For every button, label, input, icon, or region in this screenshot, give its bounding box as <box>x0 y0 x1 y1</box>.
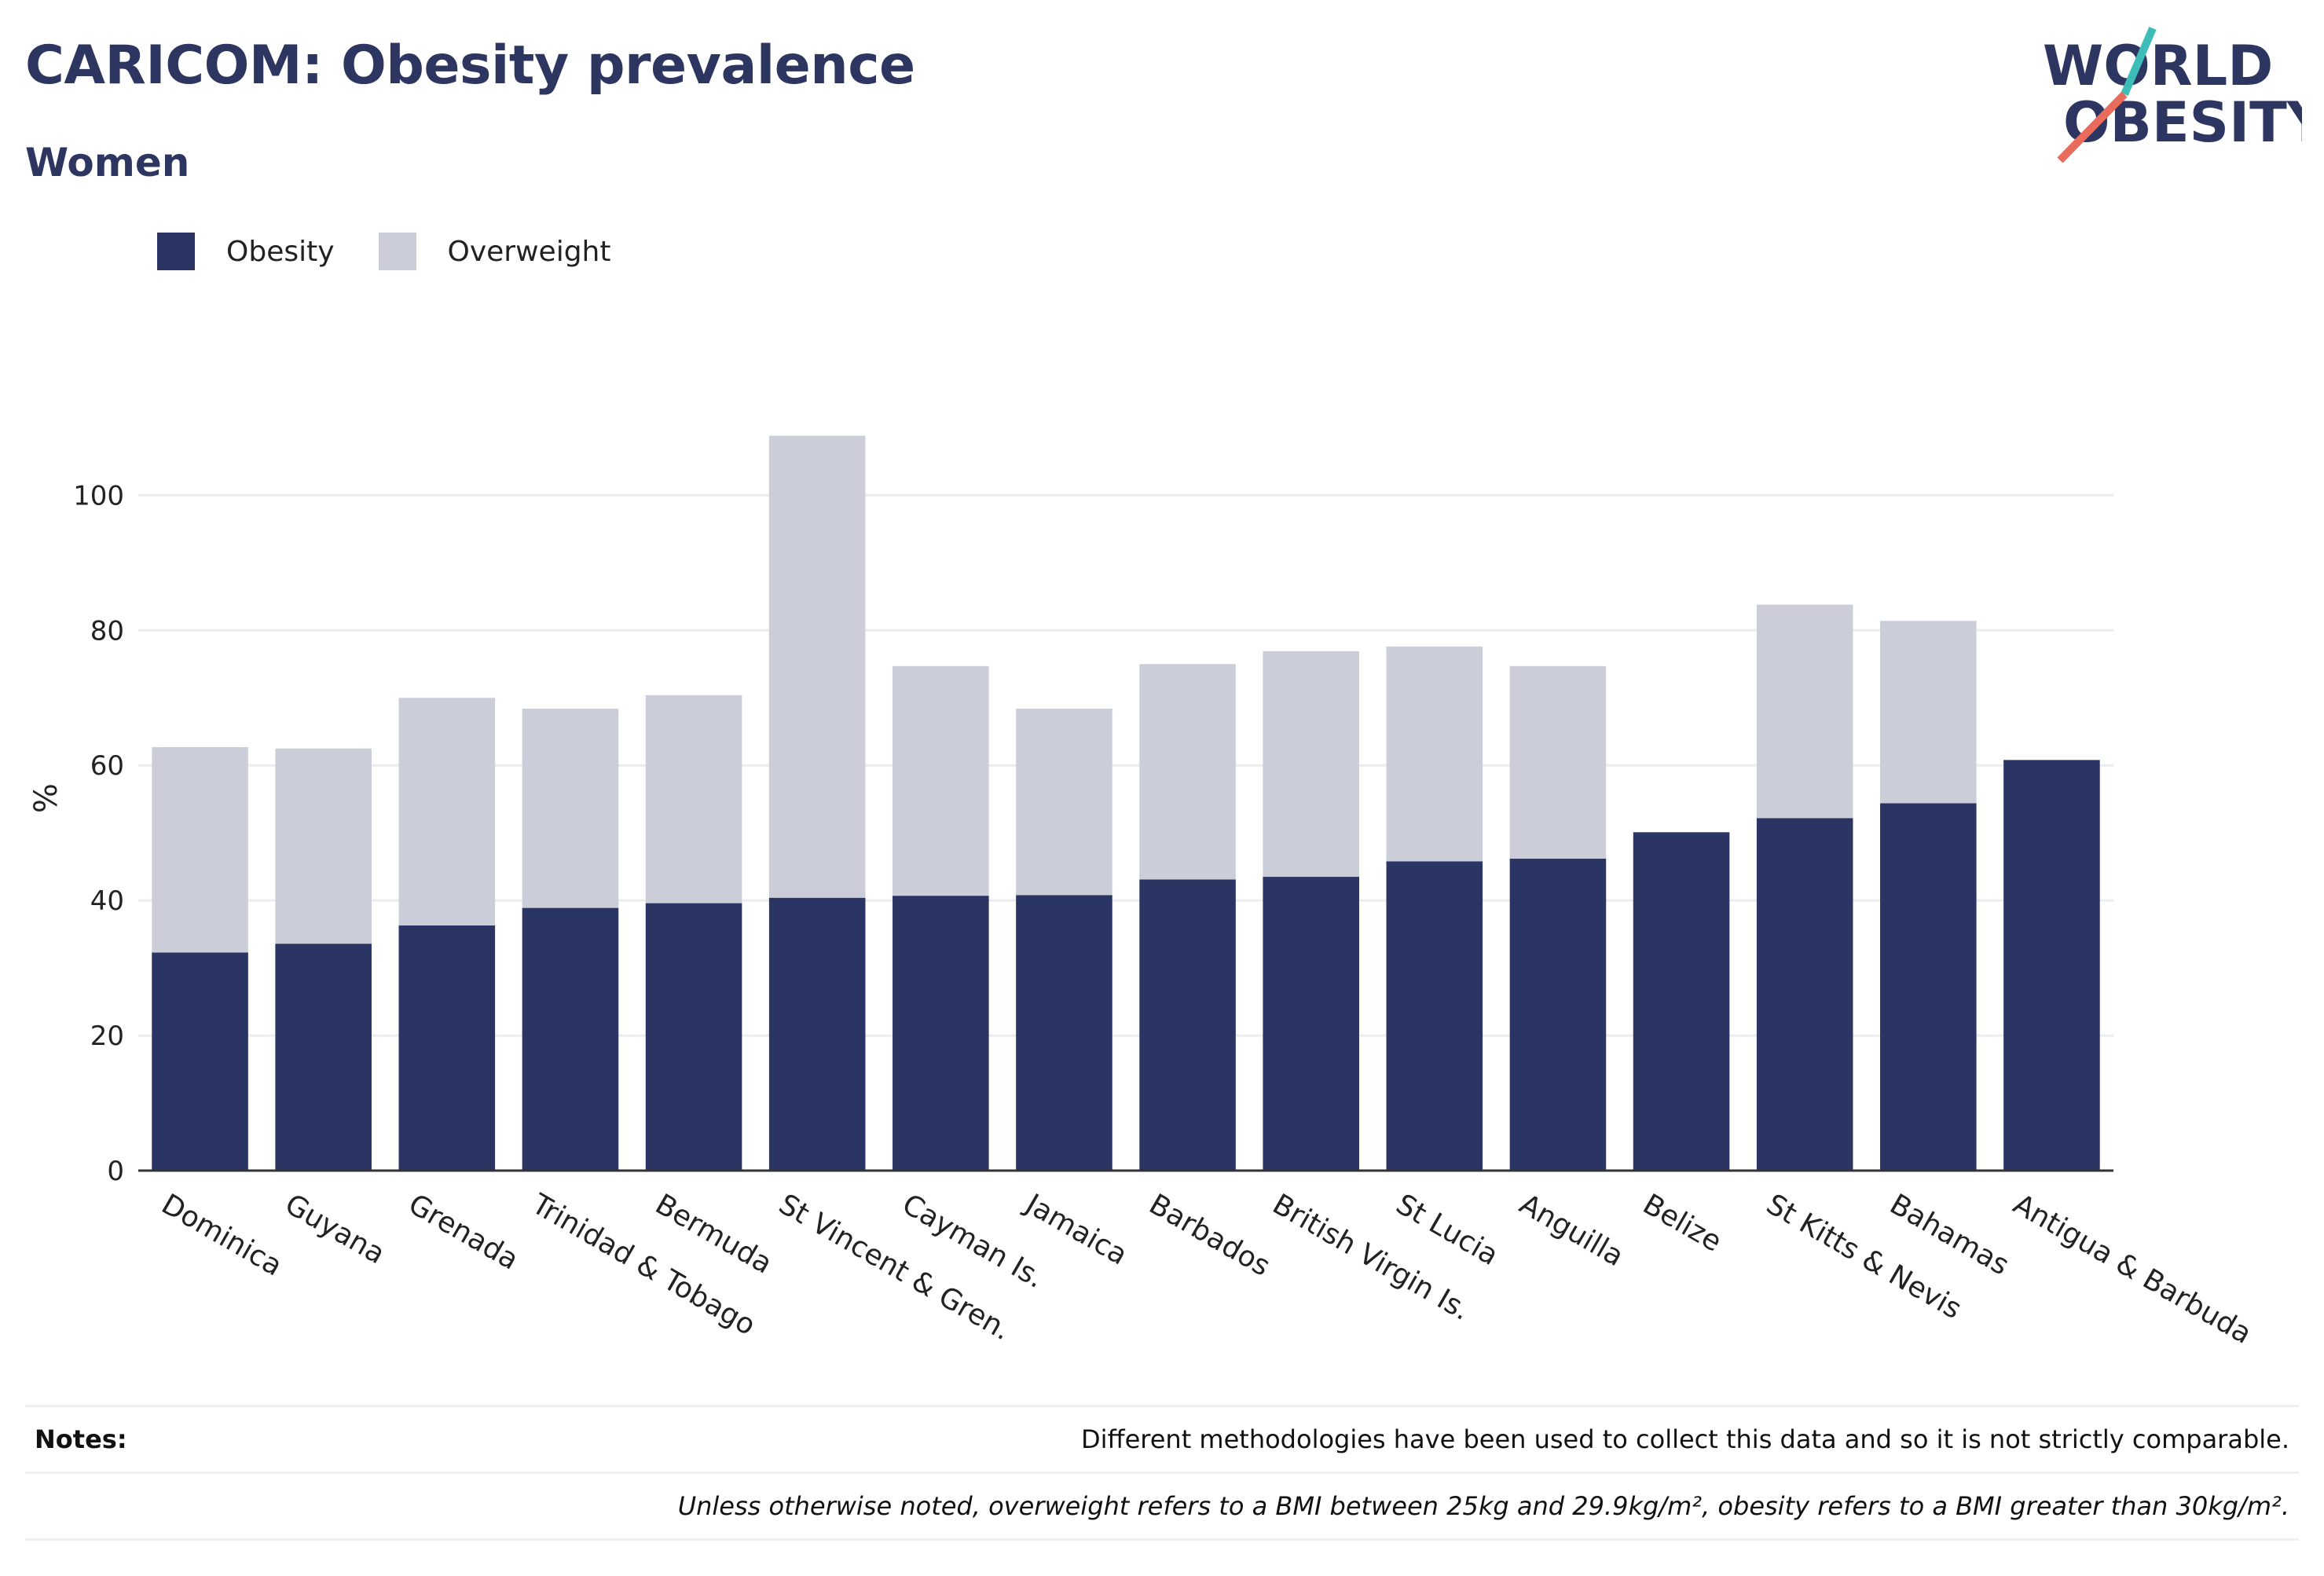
bar-overweight <box>522 709 619 908</box>
x-tick-label: Anguilla <box>1514 1188 1629 1273</box>
bar-obesity <box>1016 895 1113 1171</box>
notes-row-2: Unless otherwise noted, overweight refer… <box>25 1472 2299 1541</box>
logo-line1: WORLD <box>2043 34 2273 98</box>
bar-obesity <box>1633 832 1730 1171</box>
bar-overweight <box>152 747 248 953</box>
legend-label-obesity: Obesity <box>226 235 335 268</box>
bar-obesity <box>1509 858 1607 1171</box>
y-tick-label: 20 <box>90 1021 124 1052</box>
bar-overweight <box>1880 621 1977 804</box>
chart-subtitle: Women <box>25 140 190 185</box>
legend-item-obesity[interactable]: Obesity <box>157 233 335 270</box>
bar-overweight <box>645 695 742 903</box>
bar-overweight <box>1509 665 1607 859</box>
x-tick-label: Trinidad & Tobago <box>526 1188 761 1342</box>
legend: Obesity Overweight <box>157 233 654 270</box>
world-obesity-logo: WORLD OBESITY <box>2043 27 2302 163</box>
x-tick-label: Grenada <box>403 1188 524 1276</box>
y-tick-label: 0 <box>107 1156 124 1187</box>
logo-slash-coral <box>2057 91 2128 163</box>
bar-overweight <box>768 435 866 898</box>
x-tick-label: Guyana <box>280 1188 390 1270</box>
bar-obesity <box>2003 760 2100 1171</box>
note-methodology: Different methodologies have been used t… <box>1081 1424 2289 1454</box>
y-tick-label: 40 <box>90 885 124 917</box>
bar-overweight <box>1263 651 1359 878</box>
bar-obesity <box>275 944 372 1171</box>
y-tick-label: 100 <box>73 480 124 511</box>
notes-label: Notes: <box>35 1424 127 1454</box>
chart-title: CARICOM: Obesity prevalence <box>25 35 915 97</box>
y-tick-label: 80 <box>90 615 124 647</box>
bar-overweight <box>398 698 496 925</box>
y-axis-title: % <box>28 783 64 813</box>
x-tick-label: St Vincent & Gren. <box>773 1188 1016 1347</box>
bar-overweight <box>1386 646 1483 862</box>
notes-section: Notes: Different methodologies have been… <box>25 1405 2299 1541</box>
legend-swatch-obesity <box>157 233 195 270</box>
bar-overweight <box>1756 604 1853 819</box>
bar-obesity <box>645 903 742 1171</box>
x-tick-label: Dominica <box>156 1188 288 1282</box>
bar-obesity <box>398 925 496 1171</box>
bar-obesity <box>1263 877 1359 1171</box>
bar-obesity <box>1386 861 1483 1171</box>
bar-obesity <box>152 952 248 1171</box>
x-tick-label: Belize <box>1637 1188 1727 1258</box>
logo-line2: OBESITY <box>2063 90 2302 155</box>
bar-overweight <box>1016 709 1113 896</box>
bar-obesity <box>1880 803 1977 1171</box>
bar-overweight <box>275 748 372 944</box>
legend-label-overweight: Overweight <box>447 235 611 268</box>
legend-swatch-overweight <box>378 233 416 270</box>
x-tick-label: Antigua & Barbuda <box>2007 1188 2256 1351</box>
notes-row-1: Notes: Different methodologies have been… <box>25 1405 2299 1472</box>
bar-obesity <box>522 907 619 1171</box>
bar-obesity <box>768 897 866 1171</box>
legend-item-overweight[interactable]: Overweight <box>378 233 611 270</box>
bar-obesity <box>1756 818 1853 1171</box>
bar-overweight <box>1139 664 1236 880</box>
note-bmi-definition: Unless otherwise noted, overweight refer… <box>677 1491 2289 1521</box>
bar-obesity <box>893 896 989 1171</box>
bar-obesity <box>1139 879 1236 1171</box>
x-tick-label: Barbados <box>1144 1188 1276 1283</box>
y-tick-label: 60 <box>90 750 124 782</box>
bar-overweight <box>893 665 989 896</box>
logo-slash-teal <box>2121 27 2157 96</box>
